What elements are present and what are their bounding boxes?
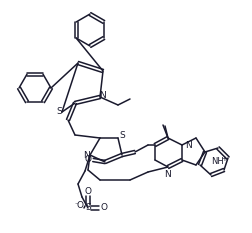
Text: O: O [76, 202, 83, 210]
Text: O: O [100, 203, 107, 212]
Text: NH: NH [210, 158, 223, 167]
Text: S: S [56, 107, 62, 116]
Text: S: S [85, 203, 90, 212]
Text: O: O [84, 155, 91, 164]
Text: S: S [119, 130, 124, 140]
Text: +: + [220, 156, 226, 162]
Text: ⁻: ⁻ [74, 202, 78, 208]
Text: N: N [83, 151, 90, 160]
Text: N: N [99, 92, 106, 100]
Text: N: N [164, 170, 171, 179]
Text: N: N [184, 140, 191, 150]
Text: O: O [84, 186, 91, 195]
